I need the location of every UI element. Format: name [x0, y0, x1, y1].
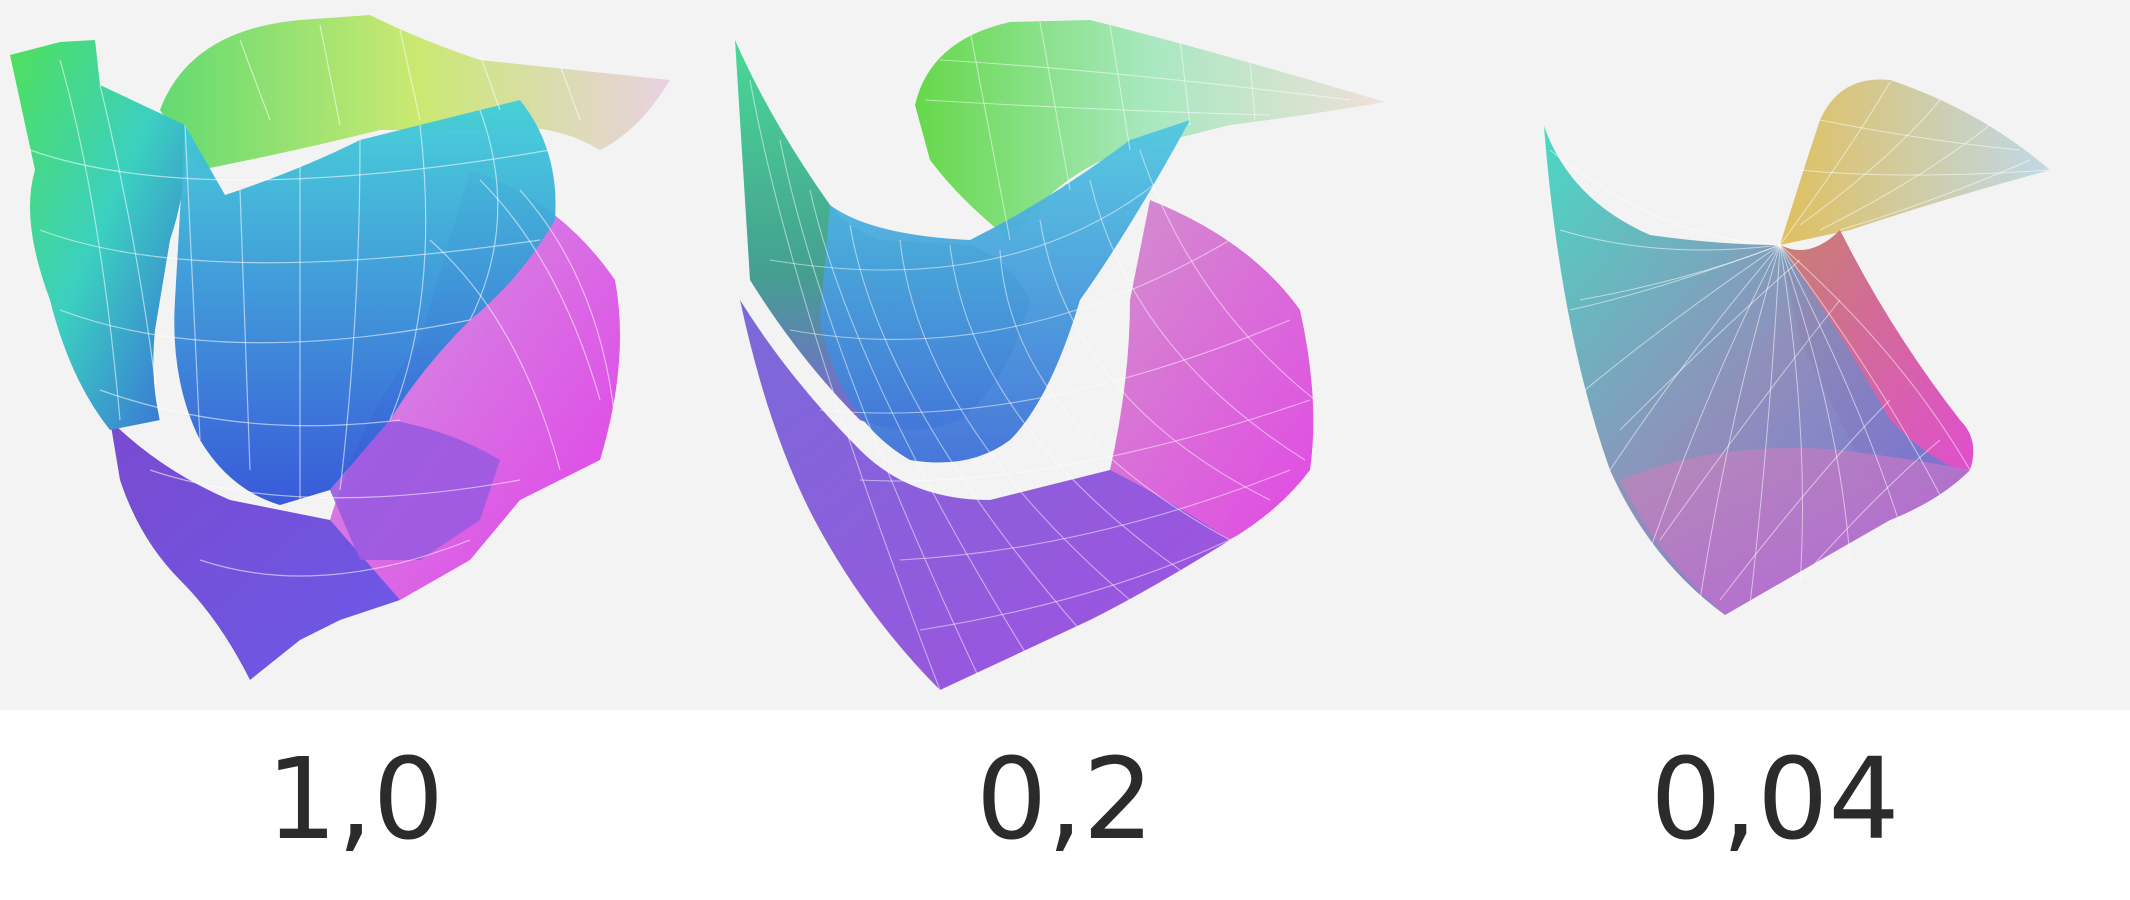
surface-front-lower: [1620, 448, 1970, 615]
mesh-lines: [1549, 81, 2051, 606]
surface-right-lobe: [1780, 230, 1974, 520]
fine-shell-surface: [1544, 79, 2051, 615]
panel-label-medium: 0,2: [975, 735, 1155, 865]
surface-central-cup: [174, 100, 556, 505]
surface-bottom: [740, 300, 1230, 690]
surface-back-ridge: [915, 20, 1385, 240]
mesh-lines: [29, 24, 616, 577]
surface-front-lobe: [330, 420, 500, 560]
surface-back-wing: [1780, 79, 2050, 245]
panel-fine: [1420, 0, 2130, 710]
coarse-shell-surface: [10, 15, 670, 680]
panel-label-fine: 0,04: [1650, 735, 1900, 865]
surface-central-cup: [820, 120, 1190, 463]
panel-label-coarse: 1,0: [265, 735, 445, 865]
surface-back-ridge: [160, 15, 670, 170]
surface-bottom: [110, 420, 400, 680]
panel-coarse: [0, 0, 710, 710]
mesh-lines: [749, 21, 1351, 691]
medium-shell-surface: [735, 20, 1385, 691]
panel-medium: [710, 0, 1420, 710]
